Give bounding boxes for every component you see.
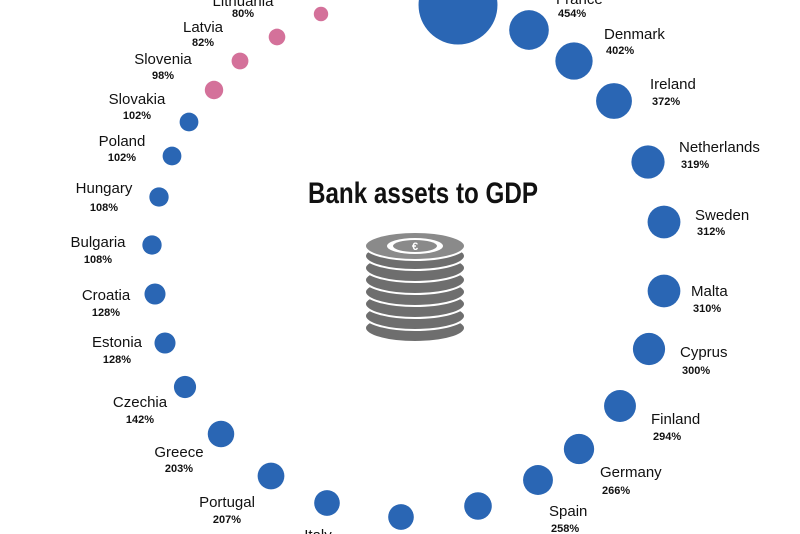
country-label: Greece xyxy=(154,444,203,461)
value-label: 258% xyxy=(551,523,579,534)
value-label: 310% xyxy=(693,303,721,315)
country-label: Germany xyxy=(600,464,662,481)
value-label: 300% xyxy=(682,365,710,377)
value-label: 207% xyxy=(213,514,241,526)
bubble xyxy=(268,28,286,46)
country-label: Cyprus xyxy=(680,344,728,361)
country-label: Estonia xyxy=(92,334,143,351)
value-label: 80% xyxy=(232,8,254,20)
bubble xyxy=(204,80,224,100)
coin-icon: € xyxy=(364,231,466,343)
bubble xyxy=(314,490,340,516)
country-label: Bulgaria xyxy=(70,234,126,251)
bubble xyxy=(418,0,498,45)
value-label: 98% xyxy=(152,70,174,82)
value-label: 402% xyxy=(606,45,634,57)
bubble xyxy=(647,274,681,308)
value-label: 102% xyxy=(108,152,136,164)
country-label: Sweden xyxy=(695,207,749,224)
value-label: 372% xyxy=(652,96,680,108)
bubble xyxy=(144,283,166,305)
bubble xyxy=(154,332,176,354)
country-label: Portugal xyxy=(199,494,255,511)
bubble xyxy=(179,112,199,132)
value-label: 128% xyxy=(92,307,120,319)
country-label: Italy xyxy=(304,527,332,534)
country-label: Slovakia xyxy=(109,91,166,108)
country-label: Netherlands xyxy=(679,139,760,156)
country-label: Denmark xyxy=(604,26,665,43)
country-label: Czechia xyxy=(113,394,168,411)
bubble xyxy=(631,145,665,179)
country-label: Poland xyxy=(99,133,146,150)
value-label: 294% xyxy=(653,431,681,443)
bubble xyxy=(149,187,169,207)
bubble xyxy=(142,235,162,255)
bubble xyxy=(173,375,197,399)
country-label: Spain xyxy=(549,503,587,520)
bubble xyxy=(555,42,593,80)
bubble xyxy=(632,332,666,366)
bubble xyxy=(464,492,492,520)
bubble xyxy=(162,146,182,166)
country-label: Latvia xyxy=(183,19,224,36)
bubble xyxy=(604,390,636,422)
value-label: 128% xyxy=(103,354,131,366)
country-label: Malta xyxy=(691,283,728,300)
bubble xyxy=(231,52,249,70)
value-label: 319% xyxy=(681,159,709,171)
country-label: Hungary xyxy=(76,180,133,197)
value-label: 142% xyxy=(126,414,154,426)
bubble xyxy=(523,465,553,495)
country-label: France xyxy=(556,0,603,8)
country-label: Ireland xyxy=(650,76,696,93)
value-label: 108% xyxy=(84,254,112,266)
country-label: Lithuania xyxy=(213,0,275,10)
bubble xyxy=(207,420,235,448)
value-label: 108% xyxy=(90,202,118,214)
bubble xyxy=(563,433,595,465)
value-label: 312% xyxy=(697,226,725,238)
bubble xyxy=(313,6,329,22)
country-label: Slovenia xyxy=(134,51,192,68)
value-label: 454% xyxy=(558,8,586,20)
svg-text:€: € xyxy=(412,241,418,253)
country-label: Finland xyxy=(651,411,700,428)
chart-title: Bank assets to GDP xyxy=(308,177,538,210)
value-label: 102% xyxy=(123,110,151,122)
bubble xyxy=(509,10,549,50)
bubble xyxy=(257,462,285,490)
bubble xyxy=(388,504,414,530)
value-label: 203% xyxy=(165,463,193,475)
value-label: 82% xyxy=(192,37,214,49)
bubble xyxy=(596,83,632,119)
bubble xyxy=(647,205,681,239)
value-label: 266% xyxy=(602,485,630,497)
country-label: Croatia xyxy=(82,287,131,304)
